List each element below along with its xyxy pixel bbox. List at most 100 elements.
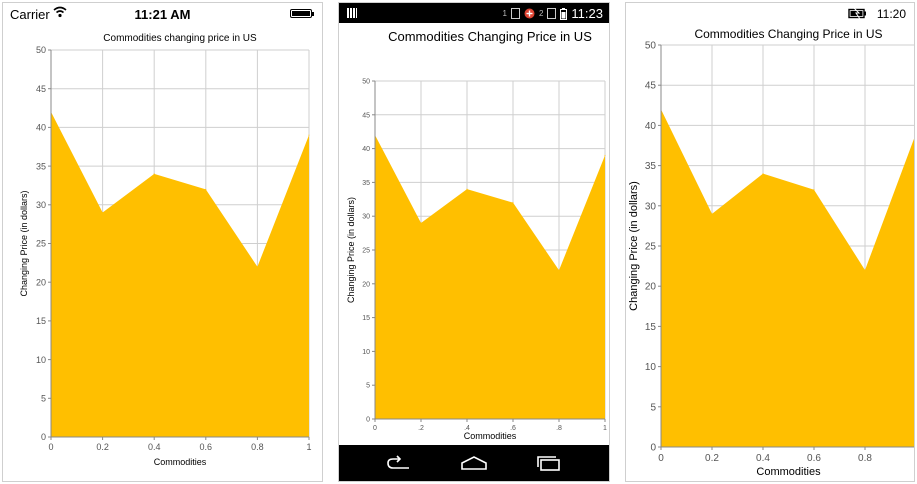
y-tick-label: 40: [645, 121, 657, 132]
y-tick-label: 5: [366, 383, 370, 390]
x-tick-label: .2: [418, 425, 424, 432]
data-point: [762, 173, 764, 175]
battery-icon: [290, 9, 314, 18]
y-axis-title: Changing Price (in dollars): [628, 181, 640, 311]
y-tick-label: 45: [362, 112, 370, 119]
y-tick-label: 35: [645, 161, 657, 172]
y-tick-label: 5: [41, 393, 46, 403]
x-tick-label: 1: [306, 442, 311, 452]
y-axis-title: Changing Price (in dollars): [19, 190, 29, 296]
back-icon[interactable]: [385, 455, 413, 471]
data-point: [205, 188, 207, 190]
y-tick-label: 35: [36, 161, 46, 171]
y-tick-label: 5: [650, 402, 656, 413]
x-tick-label: 1: [913, 453, 914, 464]
status-time: 11:20: [876, 7, 906, 21]
data-point: [864, 269, 866, 271]
sim-icon: [547, 8, 557, 19]
area-series: [661, 109, 914, 447]
chart-title: Commodities changing price in US: [103, 33, 257, 44]
alert-icon: [524, 8, 535, 19]
x-tick-label: 0.8: [858, 453, 872, 464]
data-point: [420, 222, 422, 224]
chart-title: Commodities Changing Price in US: [388, 29, 592, 44]
x-axis-title: Commodities: [154, 457, 207, 467]
x-tick-label: 0.6: [200, 442, 213, 452]
y-tick-label: 0: [650, 443, 656, 454]
home-icon[interactable]: [460, 455, 488, 471]
y-tick-label: 20: [36, 277, 46, 287]
data-point: [102, 212, 104, 214]
x-tick-label: .6: [510, 425, 516, 432]
y-tick-label: 15: [645, 322, 657, 333]
x-axis-title: Commodities: [464, 431, 517, 441]
y-axis-title: Changing Price (in dollars): [346, 197, 356, 303]
y-tick-label: 25: [645, 242, 657, 253]
data-point: [256, 266, 258, 268]
y-tick-label: 50: [362, 78, 370, 85]
x-tick-label: 0.4: [756, 453, 770, 464]
status-time: 11:21 AM: [134, 7, 191, 22]
x-axis-title: Commodities: [756, 466, 821, 478]
x-tick-label: 0.2: [96, 442, 109, 452]
area-chart: 0 5 10 15 20 25 30 35 40 45 50 0 0.2 0.4 0.6 0.8 1 Commod…: [19, 33, 312, 467]
data-point: [153, 173, 155, 175]
y-tick-label: 50: [645, 41, 657, 52]
data-point: [558, 269, 560, 271]
area-chart: 0 5 10 15 20 25 30 35 40 45 50 0 .2 .4 .6 .8 1 Commoditie…: [346, 29, 607, 441]
recents-icon[interactable]: [535, 455, 563, 471]
chart-title: Commodities Changing Price in US: [694, 27, 882, 41]
y-tick-label: 30: [645, 201, 657, 212]
sim-count-2: 2: [538, 9, 544, 18]
bars-icon: [347, 8, 357, 18]
x-tick-label: 0: [48, 442, 53, 452]
data-point: [813, 189, 815, 191]
windows-screen: 11:20 0 5 10 15 20 25 30 35 40 45 50 0 0.2 0.4 0.6 0.8 1…: [625, 2, 915, 482]
x-tick-label: 0.8: [251, 442, 264, 452]
y-tick-label: 10: [645, 362, 657, 373]
area-series: [375, 135, 605, 419]
y-tick-label: 40: [362, 146, 370, 153]
area-series: [51, 111, 309, 438]
y-tick-label: 0: [366, 416, 370, 423]
y-tick-label: 40: [36, 123, 46, 133]
y-tick-label: 50: [36, 45, 46, 55]
y-tick-label: 15: [36, 316, 46, 326]
data-point: [308, 134, 310, 136]
data-point: [466, 188, 468, 190]
battery-icon: [560, 7, 568, 20]
x-tick-label: 0.6: [807, 453, 821, 464]
x-tick-label: 0: [658, 453, 664, 464]
x-tick-label: .4: [464, 425, 470, 432]
y-tick-label: 45: [36, 84, 46, 94]
x-tick-label: 1: [603, 425, 607, 432]
android-status-bar: 1 2 11:23: [339, 3, 609, 23]
area-chart: 0 5 10 15 20 25 30 35 40 45 50 0 0.2 0.4 0.6 0.8 1 Commod…: [628, 27, 914, 478]
y-tick-label: 25: [36, 239, 46, 249]
y-tick-label: 10: [36, 355, 46, 365]
x-tick-label: .8: [556, 425, 562, 432]
y-tick-label: 30: [36, 200, 46, 210]
y-tick-label: 10: [362, 349, 370, 356]
x-tick-label: 0: [373, 425, 377, 432]
sim-count-1: 1: [502, 9, 507, 18]
y-tick-label: 20: [645, 282, 657, 293]
ios-screen: Carrier 11:21 AM 0 5 10 15 20 25 30 35 40 45 50 0 0.…: [2, 2, 323, 482]
x-tick-label: 0.2: [705, 453, 719, 464]
y-tick-label: 25: [362, 247, 370, 254]
y-tick-label: 35: [362, 180, 370, 187]
y-tick-label: 30: [362, 214, 370, 221]
y-tick-label: 45: [645, 81, 657, 92]
y-tick-label: 0: [41, 432, 46, 442]
data-point: [604, 154, 606, 156]
carrier-label: Carrier: [10, 7, 50, 22]
y-tick-label: 20: [362, 281, 370, 288]
status-time: 11:23: [571, 6, 603, 21]
windows-status-bar: 11:20: [626, 3, 914, 25]
android-nav-bar: [339, 445, 609, 481]
android-screen: 1 2 11:23 0 5 10 15 20 25 30 35 40 45 50 0 .2 .4 .6 .8 1…: [338, 2, 610, 482]
sim-icon: [510, 8, 520, 19]
ios-status-bar: Carrier 11:21 AM: [3, 3, 322, 25]
y-tick-label: 15: [362, 315, 370, 322]
battery-icon: [848, 8, 866, 19]
